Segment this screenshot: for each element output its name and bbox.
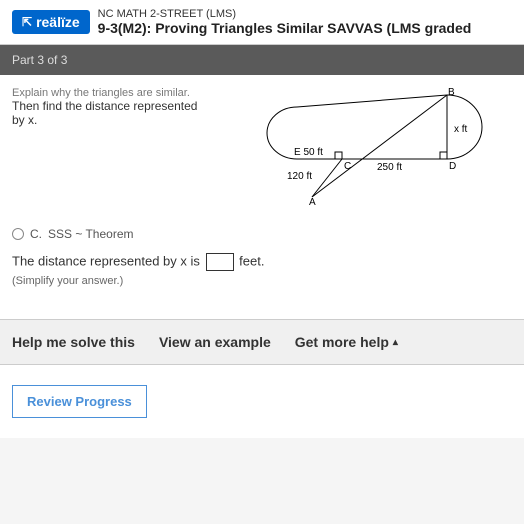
progress-bar: Part 3 of 3 [0, 45, 524, 75]
review-section: Review Progress [0, 365, 524, 438]
label-E-50: E 50 ft [294, 147, 323, 158]
content-area: Explain why the triangles are similar. T… [0, 75, 524, 319]
label-250: 250 ft [377, 162, 402, 173]
realize-button[interactable]: ⇱ reälïze [12, 10, 90, 34]
radio-icon[interactable] [12, 228, 24, 240]
option-text: SSS ~ Theorem [48, 227, 134, 241]
point-B-label: B [448, 87, 455, 98]
answer-suffix: feet. [239, 253, 264, 268]
course-name: NC MATH 2-STREET (LMS) [98, 8, 512, 20]
help-solve-label: Help me solve this [12, 334, 135, 350]
answer-prefix: The distance represented by x is [12, 253, 200, 268]
point-D-label: D [449, 161, 456, 172]
answer-row: The distance represented by x is feet. [12, 253, 512, 271]
option-letter: C. [30, 227, 42, 241]
point-C-label: C [344, 161, 351, 172]
realize-label: reälïze [36, 14, 80, 30]
caret-up-icon: ▴ [393, 337, 398, 348]
instruction-line1: Explain why the triangles are similar. [12, 87, 212, 99]
get-more-help-button[interactable]: Get more help ▴ [295, 334, 398, 350]
geometry-diagram: B x ft E 50 ft C 250 ft D 120 ft A [222, 87, 512, 207]
option-row[interactable]: C. SSS ~ Theorem [12, 227, 512, 241]
assignment-name: 9-3(M2): Proving Triangles Similar SAVVA… [98, 20, 512, 36]
launch-icon: ⇱ [22, 15, 32, 29]
help-bar: Help me solve this View an example Get m… [0, 319, 524, 365]
label-120: 120 ft [287, 171, 312, 182]
view-example-button[interactable]: View an example [159, 334, 271, 350]
header-text: NC MATH 2-STREET (LMS) 9-3(M2): Proving … [98, 8, 512, 36]
help-solve-button[interactable]: Help me solve this [12, 334, 135, 350]
view-example-label: View an example [159, 334, 271, 350]
progress-label: Part 3 of 3 [12, 53, 67, 67]
header: ⇱ reälïze NC MATH 2-STREET (LMS) 9-3(M2)… [0, 0, 524, 45]
point-A-label: A [309, 197, 316, 207]
question-row: Explain why the triangles are similar. T… [12, 87, 512, 207]
get-more-help-label: Get more help [295, 334, 389, 350]
question-text: Explain why the triangles are similar. T… [12, 87, 212, 207]
answer-input[interactable] [206, 253, 234, 271]
review-progress-button[interactable]: Review Progress [12, 385, 147, 418]
simplify-note: (Simplify your answer.) [12, 275, 512, 287]
instruction-line2: Then find the distance represented by x. [12, 99, 212, 127]
label-x-ft: x ft [454, 124, 468, 135]
diagram-svg: B x ft E 50 ft C 250 ft D 120 ft A [222, 87, 492, 207]
review-progress-label: Review Progress [27, 394, 132, 409]
